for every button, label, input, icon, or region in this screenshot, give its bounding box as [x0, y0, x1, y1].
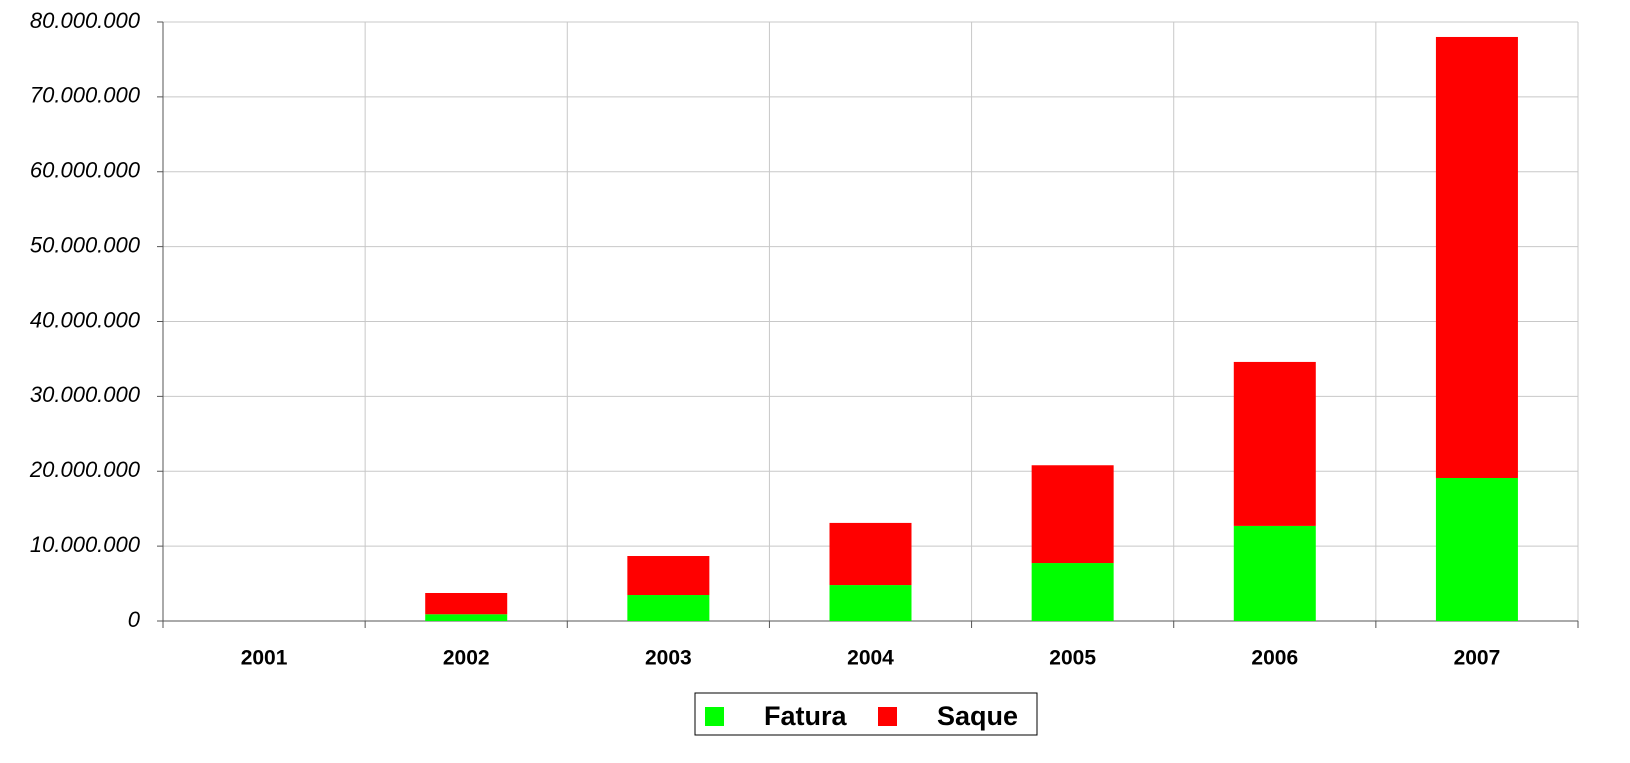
bar-segment: [1435, 477, 1518, 621]
x-tick-label: 2006: [1251, 647, 1298, 670]
x-tick-label: 2003: [645, 647, 692, 670]
bar-segment: [1233, 525, 1316, 621]
legend-swatch: [878, 707, 897, 726]
x-tick-label: 2002: [443, 647, 490, 670]
x-tick-label: 2001: [241, 647, 288, 670]
y-tick-label: 80.000.000: [30, 8, 141, 33]
y-tick-label: 20.000.000: [29, 457, 141, 482]
x-tick-label: 2005: [1049, 647, 1096, 670]
y-tick-label: 70.000.000: [30, 83, 141, 108]
bar-segment: [829, 585, 912, 621]
bar-segment: [1031, 563, 1114, 621]
x-tick-label: 2007: [1454, 647, 1501, 670]
y-tick-label: 0: [128, 607, 141, 632]
legend-swatch: [705, 707, 724, 726]
bar-segment: [1031, 465, 1114, 564]
y-tick-label: 30.000.000: [30, 382, 141, 407]
bar-segment: [425, 614, 508, 621]
legend-label: Saque: [937, 701, 1018, 731]
bar-segment: [627, 595, 710, 621]
legend-box: [694, 692, 1038, 736]
y-tick-label: 10.000.000: [30, 532, 141, 557]
y-tick-label: 40.000.000: [30, 307, 141, 332]
bar-segment: [627, 556, 710, 596]
bar-segment: [1233, 361, 1316, 526]
bar-segment: [829, 522, 912, 586]
legend-label: Fatura: [764, 701, 848, 731]
y-tick-label: 50.000.000: [30, 232, 141, 257]
bar-segment: [1435, 36, 1518, 478]
y-tick-label: 60.000.000: [30, 158, 141, 183]
x-tick-label: 2004: [847, 647, 894, 670]
bar-segment: [425, 592, 508, 615]
